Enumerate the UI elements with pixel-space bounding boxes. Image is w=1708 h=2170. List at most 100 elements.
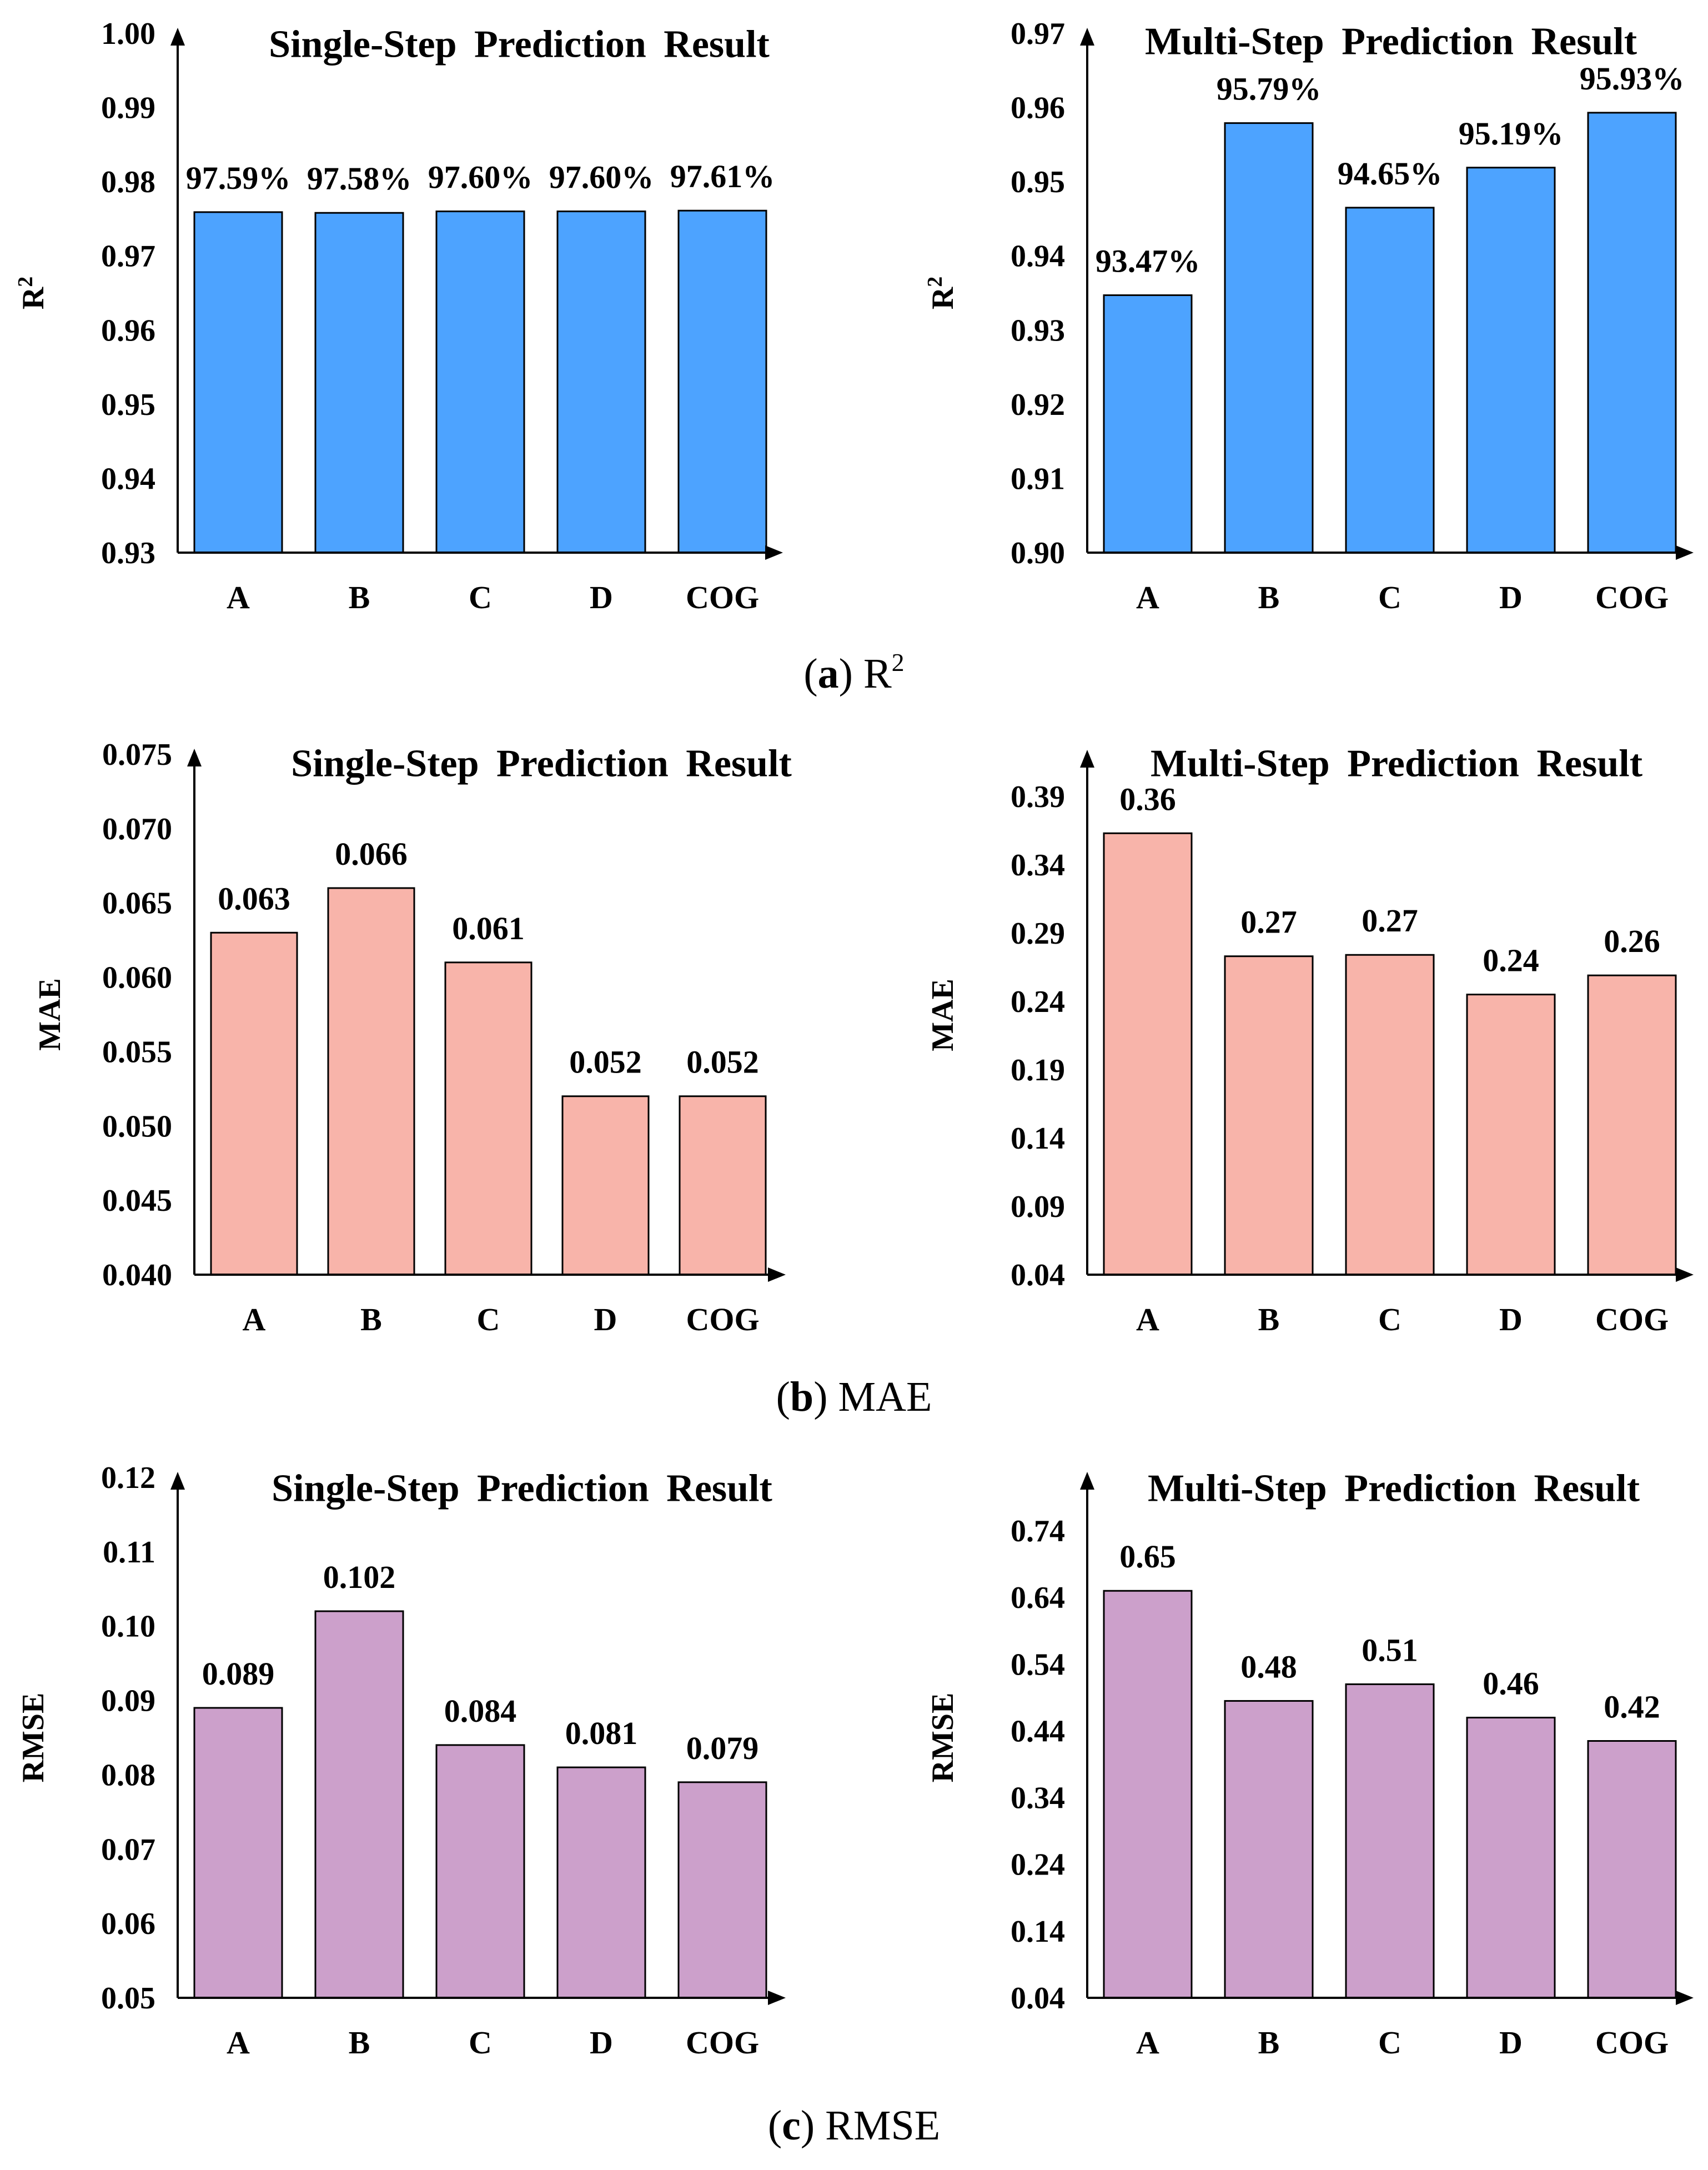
bar-cog — [1587, 974, 1677, 1276]
y-tick-label: 0.94 — [101, 462, 155, 496]
y-tick-label: 0.065 — [102, 886, 172, 921]
x-tick-label: D — [590, 2024, 613, 2061]
y-axis-label: R2 — [14, 277, 51, 309]
y-tick-label: 0.74 — [1011, 1514, 1065, 1548]
bar-b — [314, 212, 404, 554]
y-tick-label: 0.06 — [101, 1907, 155, 1941]
y-tick-label: 0.04 — [1011, 1981, 1065, 2016]
y-axis-arrow — [1080, 28, 1094, 46]
y-axis-label: MAE — [33, 978, 67, 1051]
x-axis-arrow — [1676, 545, 1694, 560]
x-axis-arrow — [1676, 1267, 1694, 1282]
y-tick-label: 0.12 — [101, 1461, 155, 1495]
bar-d — [556, 211, 646, 554]
y-tick-label: 1.00 — [101, 17, 155, 51]
y-tick-label: 0.24 — [1011, 1848, 1065, 1882]
chart-panel-1: 97.59% A 97.58% B 97.60% C 97.60% D 97.61% COG 0.9… — [14, 17, 783, 615]
x-tick-label: D — [590, 579, 613, 615]
chart-title: Multi-Step Prediction Result — [1145, 21, 1637, 63]
data-label: 0.65 — [1119, 1538, 1176, 1575]
bar-a — [1103, 294, 1193, 554]
x-tick-label: A — [243, 1301, 266, 1337]
x-axis-arrow — [765, 545, 783, 560]
data-label: 0.42 — [1604, 1689, 1660, 1725]
x-tick-label: B — [1258, 2024, 1280, 2061]
x-tick-label: A — [1136, 2024, 1159, 2061]
x-tick-label: B — [349, 2024, 370, 2061]
data-label: 0.51 — [1362, 1632, 1418, 1668]
data-label: 0.084 — [444, 1693, 517, 1729]
chart-panel-5: 0.089 A 0.102 B 0.084 C 0.081 D 0.079 COG 0.05 0.06… — [16, 1461, 786, 2061]
y-tick-label: 0.93 — [1011, 313, 1065, 348]
y-tick-label: 0.14 — [1011, 1121, 1065, 1156]
y-tick-label: 0.34 — [1011, 1781, 1065, 1816]
y-tick-label: 0.19 — [1011, 1053, 1065, 1087]
x-tick-label: C — [1378, 579, 1401, 615]
y-tick-label: 0.070 — [102, 812, 172, 846]
x-tick-label: D — [1499, 1301, 1523, 1337]
bar-c — [435, 211, 525, 554]
figure-caption-c: (c) RMSE — [768, 2102, 940, 2149]
data-label: 97.58% — [307, 161, 412, 197]
figure-caption-b: (b) MAE — [776, 1374, 932, 1420]
x-axis-arrow — [768, 1991, 786, 2005]
bar-d — [556, 1766, 646, 1999]
x-tick-label: COG — [686, 579, 759, 615]
bar-cog — [1587, 1740, 1677, 1999]
chart-title: Single-Step Prediction Result — [272, 1467, 772, 1510]
chart-panel-2: 93.47% A 95.79% B 94.65% C 95.19% D 95.93% COG 0.9… — [923, 17, 1694, 615]
y-tick-label: 0.99 — [101, 91, 155, 126]
bar-cog — [677, 209, 767, 554]
bar-c — [1345, 1683, 1435, 1999]
data-label: 0.066 — [335, 836, 408, 872]
x-tick-label: COG — [1595, 1301, 1669, 1337]
x-tick-label: COG — [1595, 579, 1669, 615]
y-tick-label: 0.39 — [1011, 780, 1065, 814]
data-label: 0.061 — [452, 910, 525, 946]
x-tick-label: C — [469, 579, 492, 615]
y-tick-label: 0.94 — [1011, 239, 1065, 274]
data-label: 0.24 — [1483, 943, 1539, 979]
bar-d — [561, 1095, 650, 1276]
y-tick-label: 0.90 — [1011, 536, 1065, 570]
x-tick-label: A — [1136, 1301, 1159, 1337]
y-tick-label: 0.040 — [102, 1258, 172, 1292]
data-label: 0.052 — [686, 1044, 759, 1080]
y-tick-label: 0.91 — [1011, 462, 1065, 496]
y-axis-arrow — [1080, 750, 1094, 768]
data-label: 0.052 — [569, 1044, 642, 1080]
y-axis-label: MAE — [926, 979, 960, 1051]
data-label: 95.93% — [1580, 61, 1685, 97]
bar-d — [1466, 167, 1556, 554]
y-axis-arrow — [1080, 1472, 1094, 1490]
y-tick-label: 0.04 — [1011, 1258, 1065, 1292]
y-tick-label: 0.10 — [101, 1610, 155, 1644]
y-tick-label: 0.24 — [1011, 985, 1065, 1019]
data-label: 0.102 — [323, 1559, 396, 1595]
y-tick-label: 0.95 — [1011, 165, 1065, 199]
bar-d — [1466, 994, 1556, 1276]
x-axis-arrow — [1676, 1991, 1694, 2005]
x-tick-label: C — [1378, 2024, 1401, 2061]
x-axis-arrow — [768, 1267, 786, 1282]
y-tick-label: 0.97 — [101, 239, 155, 274]
bar-a — [1103, 1590, 1193, 1999]
y-tick-label: 0.09 — [101, 1684, 155, 1718]
data-label: 97.60% — [428, 159, 533, 196]
bar-c — [1345, 954, 1435, 1276]
y-tick-label: 0.96 — [101, 313, 155, 348]
y-tick-label: 0.34 — [1011, 848, 1065, 883]
x-tick-label: B — [360, 1301, 382, 1337]
chart-panel-6: 0.65 A 0.48 B 0.51 C 0.46 D 0.42 COG 0.04 0.14 0.24 0… — [926, 1467, 1694, 2061]
x-tick-label: C — [477, 1301, 500, 1337]
y-tick-label: 0.045 — [102, 1184, 172, 1218]
chart-title: Single-Step Prediction Result — [269, 23, 770, 66]
bar-b — [1224, 122, 1314, 554]
x-tick-label: B — [1258, 1301, 1280, 1337]
chart-title: Multi-Step Prediction Result — [1148, 1467, 1640, 1510]
data-label: 0.081 — [565, 1715, 638, 1751]
bar-b — [1224, 955, 1314, 1276]
bar-b — [1224, 1700, 1314, 1999]
bar-c — [435, 1744, 525, 1999]
